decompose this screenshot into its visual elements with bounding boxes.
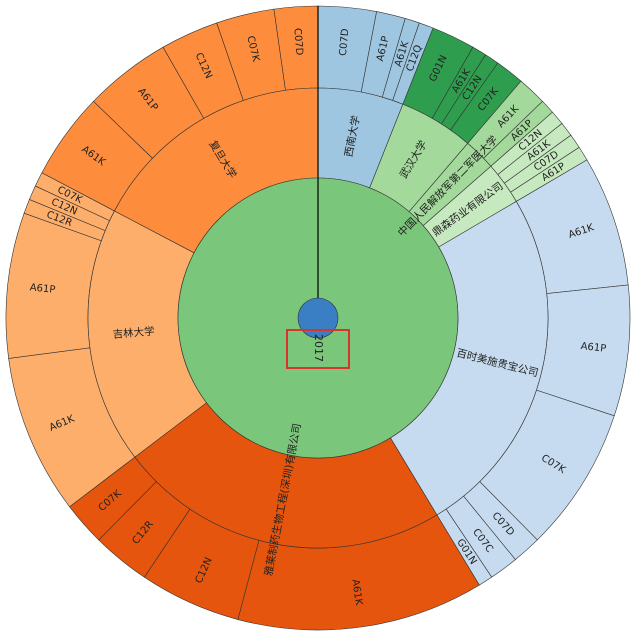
center: 2017 [286, 6, 350, 369]
code-label: A61P [580, 341, 607, 355]
year-label: 2017 [312, 334, 325, 362]
code-label: C07D [338, 28, 352, 57]
code-label: A61K [349, 579, 364, 607]
code-label: A61P [29, 282, 56, 296]
organization-label: 吉林大学 [112, 325, 155, 341]
code-label: C07D [291, 28, 304, 56]
root-node[interactable] [297, 297, 339, 339]
organization-ring [87, 87, 549, 549]
highlight-box [286, 329, 350, 369]
outer-ring [5, 5, 631, 631]
